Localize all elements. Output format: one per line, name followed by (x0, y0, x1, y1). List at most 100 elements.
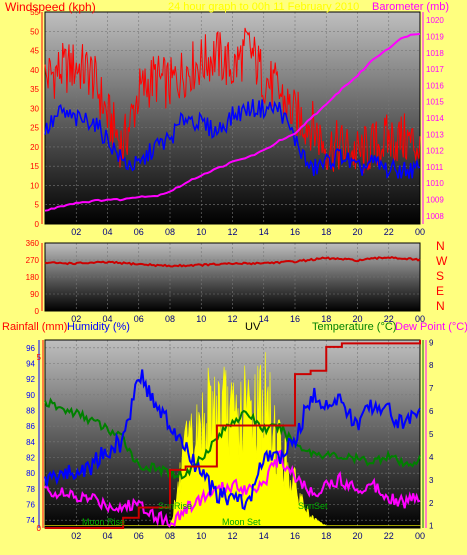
y2-tick-label: 1018 (426, 49, 444, 58)
y-tick-label: 5 (35, 201, 40, 210)
panel-frame (44, 11, 421, 225)
x-tick-label: 14 (259, 227, 269, 237)
y-tick-label: 90 (26, 391, 35, 400)
y-tick-label: 82 (26, 454, 35, 463)
x-tick-label: 20 (352, 227, 362, 237)
x-tick-label: 02 (71, 227, 81, 237)
windspeed-title: Windspeed (kph) (5, 0, 96, 14)
y-tick-label: 20 (30, 143, 39, 152)
rain-tick-label: 5 (37, 353, 42, 362)
x-tick-label: 12 (227, 314, 237, 324)
compass-s: S (436, 269, 445, 283)
x-tick-label: 16 (290, 531, 300, 541)
y-tick-label: 40 (30, 66, 39, 75)
x-tick-label: 04 (102, 314, 112, 324)
y-tick-label: 50 (30, 27, 39, 36)
y2-tick-label: 1 (429, 522, 434, 531)
y-tick-label: 270 (26, 256, 40, 265)
y-tick-label: 25 (30, 124, 39, 133)
compass-n-top: N (436, 239, 445, 253)
y-tick-label: 55 (30, 8, 39, 17)
y2-tick-label: 1010 (426, 179, 444, 188)
y-tick-label: 96 (26, 344, 35, 353)
temperature-title: Temperature (°C) (312, 321, 397, 333)
barometer-series (44, 32, 421, 212)
barometer-title: Barometer (mb) (372, 1, 450, 13)
x-tick-label: 10 (196, 531, 206, 541)
moon-rise-label: Moon Rise (82, 517, 126, 527)
y-tick-label: 74 (26, 516, 35, 525)
chart-title: 24 hour graph to 00h 11 February 2010 (168, 1, 360, 13)
y-tick-label: 15 (30, 162, 39, 171)
x-tick-label: 10 (196, 227, 206, 237)
y2-tick-label: 1015 (426, 98, 444, 107)
y-tick-label: 0 (35, 307, 40, 316)
y2-tick-label: 1020 (426, 16, 444, 25)
y2-tick-label: 1012 (426, 147, 444, 156)
y-tick-label: 88 (26, 407, 35, 416)
wind-direction-series (44, 255, 421, 268)
uv-series (44, 352, 421, 527)
y-tick-label: 94 (26, 360, 35, 369)
x-tick-label: 22 (384, 314, 394, 324)
y-tick-label: 180 (26, 273, 40, 282)
y-tick-label: 80 (26, 469, 35, 478)
humidity-title: Humidity (%) (67, 321, 130, 333)
y-tick-label: 84 (26, 438, 35, 447)
y-tick-label: 76 (26, 501, 35, 510)
y2-tick-label: 7 (429, 384, 434, 393)
dewpoint-title: Dew Point (°C) (395, 321, 467, 333)
y2-tick-label: 1008 (426, 212, 444, 221)
x-tick-label: 06 (134, 314, 144, 324)
x-tick-label: 18 (321, 227, 331, 237)
compass-n-bottom: N (436, 299, 445, 313)
rainfall-title: Rainfall (mm) (2, 321, 68, 333)
x-tick-label: 18 (321, 314, 331, 324)
x-tick-label: 08 (165, 227, 175, 237)
x-tick-label: 12 (227, 531, 237, 541)
x-tick-label: 04 (102, 227, 112, 237)
panel-frame (44, 242, 421, 312)
x-tick-label: 20 (352, 314, 362, 324)
y2-tick-label: 6 (429, 407, 434, 416)
wind-average-series (44, 99, 421, 180)
x-tick-label: 16 (290, 314, 300, 324)
x-tick-label: 14 (259, 531, 269, 541)
x-tick-label: 00 (415, 531, 425, 541)
y2-tick-label: 1013 (426, 130, 444, 139)
x-tick-label: 18 (321, 531, 331, 541)
y-tick-label: 10 (30, 181, 39, 190)
dewpoint-series (44, 449, 421, 528)
y2-tick-label: 1011 (426, 163, 444, 172)
x-tick-label: 20 (352, 531, 362, 541)
sun-set-label: SunSet (298, 501, 328, 511)
y2-tick-label: 2 (429, 499, 434, 508)
x-tick-label: 00 (415, 314, 425, 324)
y-tick-label: 45 (30, 47, 39, 56)
y-tick-label: 92 (26, 375, 35, 384)
y2-tick-label: 4 (429, 453, 434, 462)
y2-tick-label: 1016 (426, 81, 444, 90)
x-tick-label: 14 (259, 314, 269, 324)
y2-tick-label: 1019 (426, 32, 444, 41)
y-tick-label: 30 (30, 104, 39, 113)
uv-title: UV (245, 321, 261, 333)
y-tick-label: 0 (35, 220, 40, 229)
y-tick-label: 86 (26, 422, 35, 431)
moon-set-label: Moon Set (222, 517, 261, 527)
y-tick-label: 360 (26, 239, 40, 248)
humidity-series (44, 369, 421, 511)
x-tick-label: 02 (71, 531, 81, 541)
y2-tick-label: 1014 (426, 114, 444, 123)
y-tick-label: 90 (30, 290, 39, 299)
x-tick-label: 04 (102, 531, 112, 541)
compass-w: W (436, 254, 448, 268)
x-tick-label: 06 (134, 227, 144, 237)
x-tick-label: 00 (415, 227, 425, 237)
temperature-series (44, 397, 421, 480)
y2-tick-label: 1009 (426, 196, 444, 205)
y-tick-label: 78 (26, 485, 35, 494)
y2-tick-label: 9 (429, 338, 434, 347)
y2-tick-label: 1017 (426, 65, 444, 74)
